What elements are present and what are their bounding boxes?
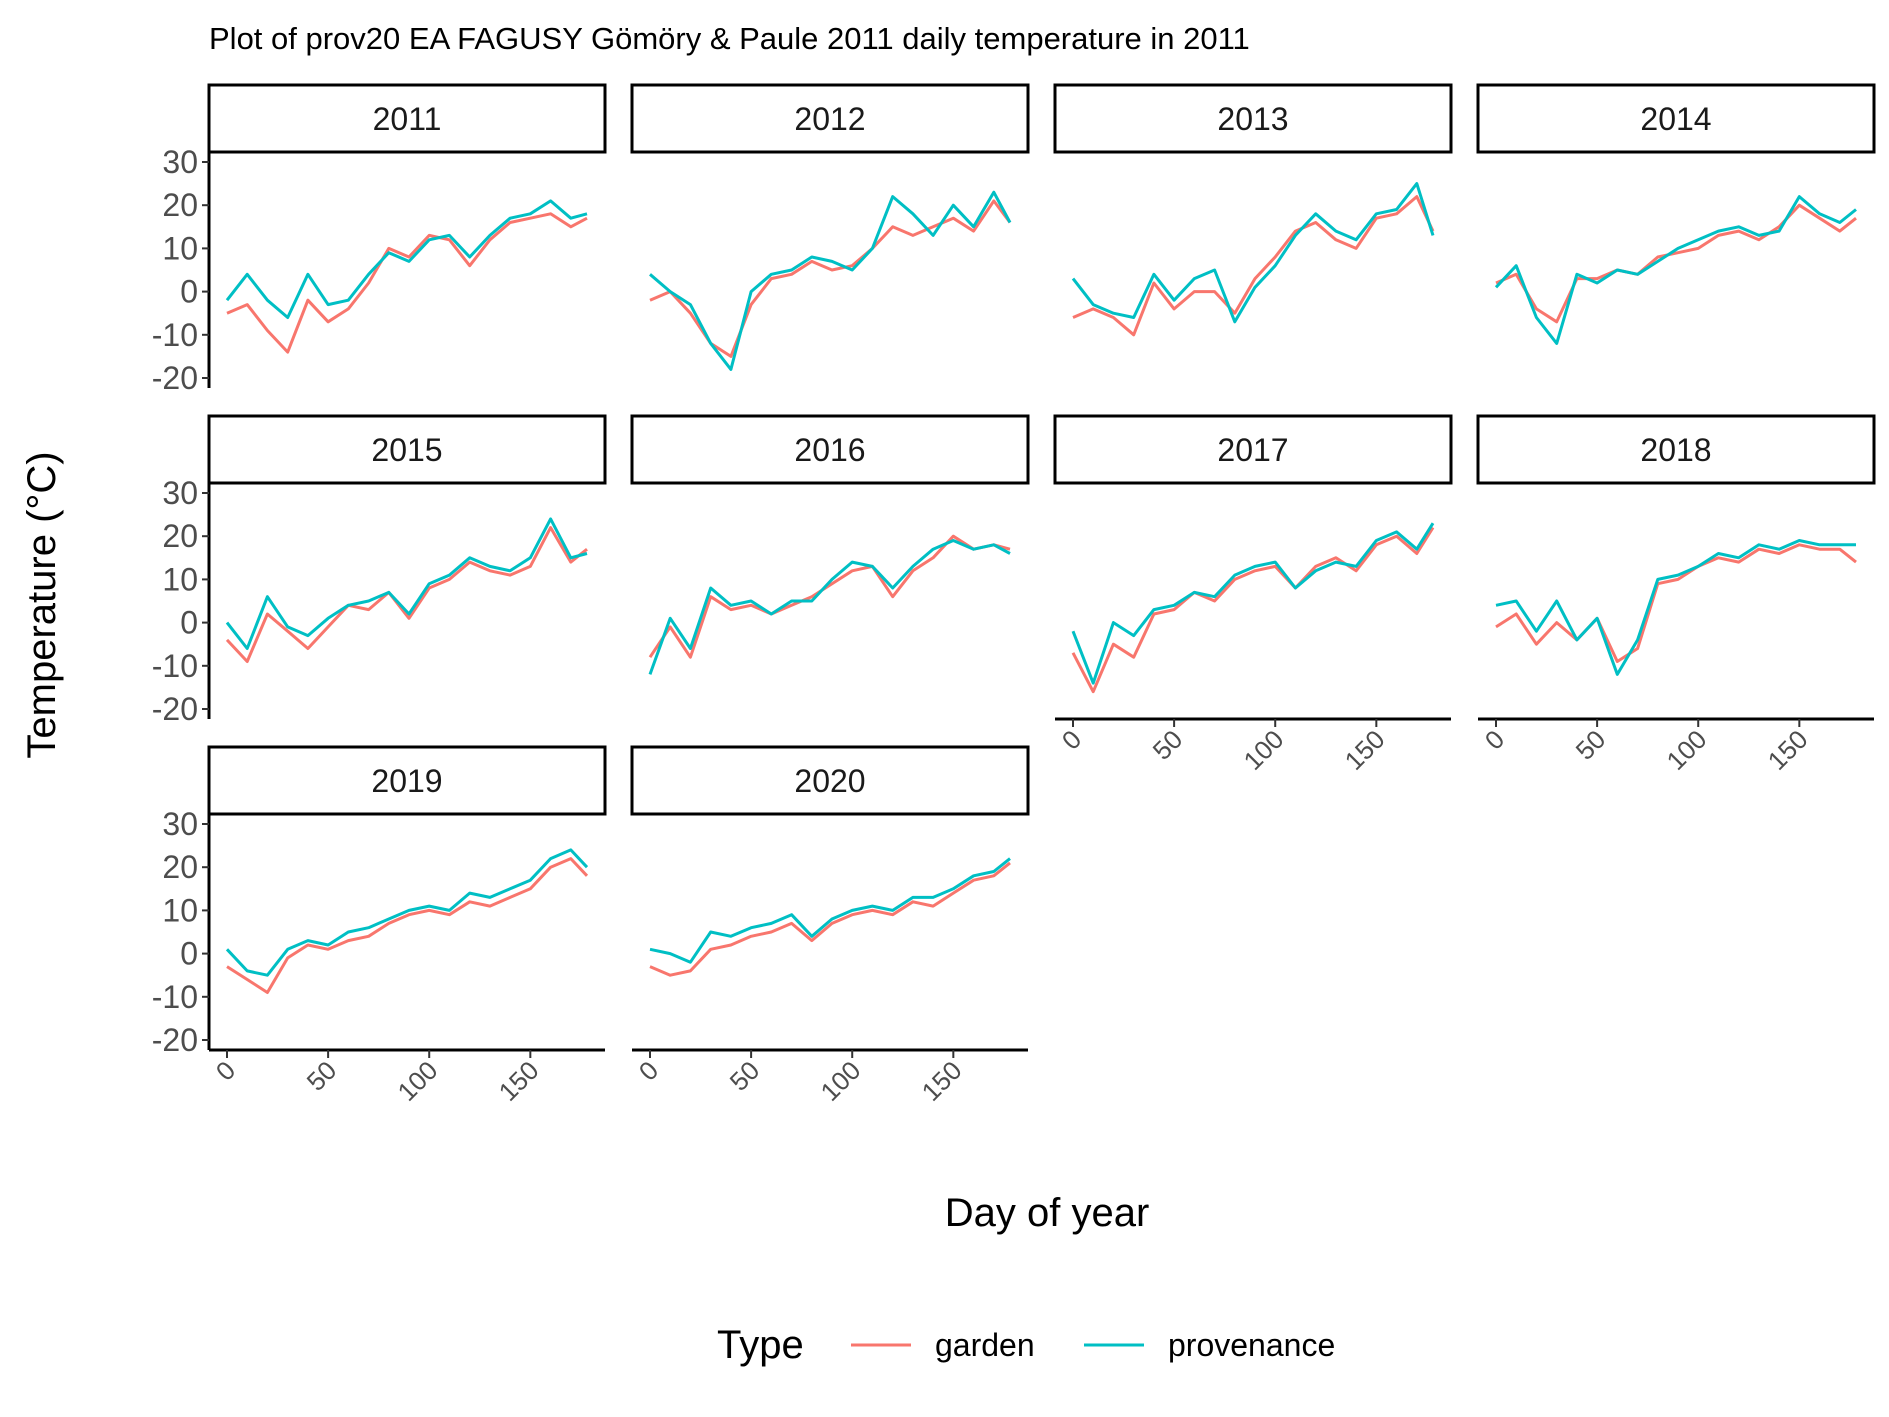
legend-title: Type	[717, 1323, 804, 1367]
facet-panel-2018: 2018 0 50 100 150	[1476, 414, 1876, 776]
series-line-garden	[1071, 526, 1435, 694]
facet-strip-label: 2014	[1640, 101, 1711, 137]
facet-strip-label: 2017	[1217, 432, 1288, 468]
y-tick-label: 0	[180, 605, 198, 641]
facet-strip	[1476, 414, 1876, 485]
series-line-garden	[225, 526, 588, 663]
facet-panel-2015: 2015 -20 -10 0 10 20 30	[152, 414, 607, 727]
x-tick-label: 150	[493, 1055, 545, 1107]
facet-panels: 2011 -20 -10 0 10 20 30 2012 2013 2014 2015 -20 -10 0…	[152, 83, 1876, 1107]
x-tick-label: 150	[1339, 724, 1391, 776]
facet-panel-2019: 2019 -20 -10 0 10 20 30 0 50 100 150	[152, 745, 607, 1107]
facet-strip	[630, 745, 1030, 816]
x-axis-title: Day of year	[945, 1191, 1150, 1235]
facet-panel-2012: 2012	[630, 83, 1030, 371]
y-tick-label: 10	[162, 892, 198, 928]
x-tick-label: 0	[1056, 724, 1087, 755]
x-tick-label: 100	[1238, 724, 1290, 776]
y-tick-label: -10	[152, 317, 198, 353]
y-tick-label: -10	[152, 648, 198, 684]
y-tick-label: 20	[162, 849, 198, 885]
x-tick-label: 150	[1762, 724, 1814, 776]
series-line-provenance	[649, 190, 1012, 371]
x-tick-label: 100	[392, 1055, 444, 1107]
series-line-provenance	[1071, 522, 1435, 685]
x-tick-label: 50	[724, 1055, 766, 1097]
facet-strip-label: 2020	[794, 763, 865, 799]
x-tick-label: 0	[1479, 724, 1510, 755]
x-tick-label: 50	[1147, 724, 1189, 766]
facet-strip-label: 2019	[371, 763, 442, 799]
series-line-provenance	[225, 199, 588, 319]
facet-strip	[207, 745, 607, 816]
series-line-provenance	[648, 539, 1011, 675]
y-tick-label: 0	[180, 274, 198, 310]
y-tick-label: 30	[162, 475, 198, 511]
series-line-provenance	[225, 517, 588, 650]
legend-label-provenance: provenance	[1168, 1327, 1335, 1363]
series-line-garden	[1495, 203, 1857, 324]
series-line-provenance	[1494, 195, 1857, 345]
y-tick-label: -20	[152, 1022, 198, 1058]
x-tick-label: 50	[1570, 724, 1612, 766]
y-tick-label: 10	[162, 561, 198, 597]
x-tick-label: 50	[301, 1055, 343, 1097]
series-line-provenance	[649, 857, 1011, 964]
series-line-garden	[226, 857, 589, 994]
facet-strip-label: 2018	[1640, 432, 1711, 468]
y-tick-label: 0	[180, 936, 198, 972]
facet-strip	[1053, 414, 1453, 485]
series-line-garden	[649, 861, 1011, 977]
x-tick-label: 100	[1661, 724, 1713, 776]
facet-panel-2016: 2016	[630, 414, 1030, 675]
y-tick-label: 30	[162, 806, 198, 842]
series-line-provenance	[1071, 182, 1435, 324]
y-tick-label: 10	[162, 230, 198, 266]
series-line-provenance	[1495, 539, 1856, 676]
series-line-garden	[1495, 543, 1857, 663]
chart-title: Plot of prov20 EA FAGUSY Gömöry & Paule …	[209, 21, 1250, 56]
facet-strip	[207, 83, 607, 154]
facet-strip	[630, 414, 1030, 485]
series-line-garden	[1072, 195, 1435, 337]
facet-panel-2020: 2020 0 50 100 150	[630, 745, 1030, 1107]
y-tick-label: -20	[152, 360, 198, 396]
x-tick-label: 150	[916, 1055, 968, 1107]
facet-panel-2017: 2017 0 50 100 150	[1053, 414, 1453, 776]
facet-strip	[1053, 83, 1453, 154]
legend-label-garden: garden	[935, 1327, 1035, 1363]
y-tick-label: -10	[152, 979, 198, 1015]
facet-panel-2011: 2011 -20 -10 0 10 20 30	[152, 83, 607, 396]
facet-panel-2013: 2013	[1053, 83, 1453, 337]
x-tick-label: 0	[210, 1055, 241, 1086]
legend: Type garden provenance	[717, 1323, 1335, 1367]
y-tick-label: -20	[152, 691, 198, 727]
facet-strip-label: 2011	[373, 101, 442, 137]
series-line-garden	[648, 534, 1011, 659]
facet-strip-label: 2012	[794, 101, 865, 137]
series-line-provenance	[225, 848, 589, 977]
series-line-garden	[226, 212, 588, 354]
facet-strip-label: 2013	[1217, 101, 1288, 137]
facet-strip-label: 2016	[794, 432, 865, 468]
facet-strip	[630, 83, 1030, 154]
x-tick-label: 100	[815, 1055, 867, 1107]
y-tick-label: 20	[162, 187, 198, 223]
x-tick-label: 0	[633, 1055, 664, 1086]
facet-strip-label: 2015	[371, 432, 442, 468]
facet-strip	[207, 414, 607, 485]
y-tick-label: 30	[162, 144, 198, 180]
facet-panel-2014: 2014	[1476, 83, 1876, 345]
y-tick-label: 20	[162, 518, 198, 554]
y-axis-title: Temperature (°C)	[20, 451, 64, 758]
facet-strip	[1476, 83, 1876, 154]
